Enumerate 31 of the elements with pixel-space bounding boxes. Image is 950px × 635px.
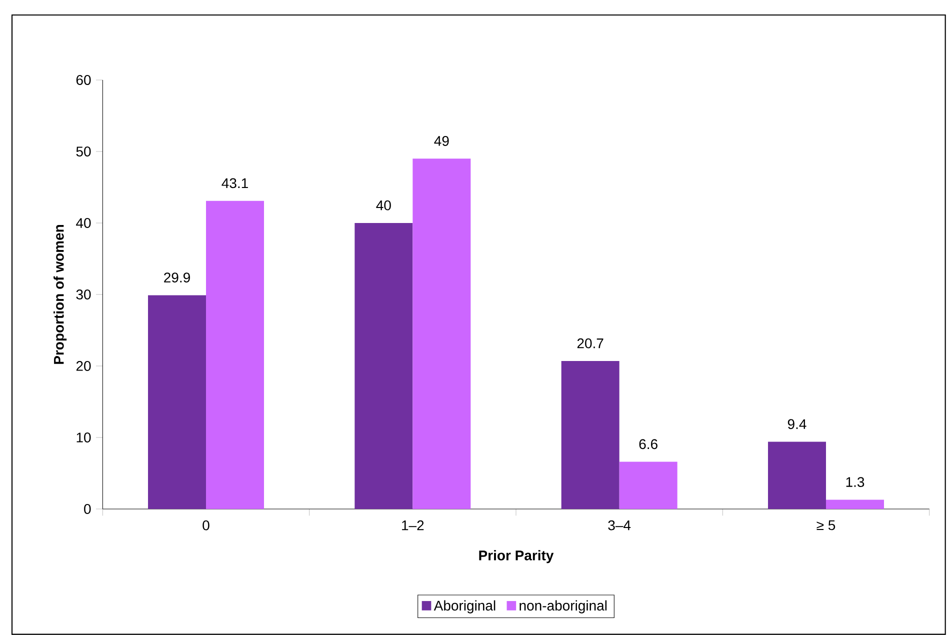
x-tick-label: 0	[202, 520, 210, 530]
data-label: 43.1	[222, 178, 248, 188]
bar	[826, 500, 884, 509]
y-tick-label: 10	[76, 432, 91, 442]
y-tick-label: 20	[76, 361, 91, 371]
x-tick-label: 3–4	[608, 520, 631, 530]
x-tick-label: 1–2	[402, 520, 424, 530]
data-label: 9.4	[788, 419, 806, 430]
data-label: 20.7	[577, 338, 604, 348]
data-label: 29.9	[164, 272, 190, 283]
y-axis-title: Proportion of women	[54, 224, 67, 364]
bar	[412, 158, 471, 509]
data-label: 40	[376, 200, 391, 210]
y-tick-label: 0	[84, 504, 91, 514]
x-axis-title: Prior Parity	[479, 550, 554, 564]
bar	[619, 462, 678, 509]
bar	[768, 442, 826, 509]
y-tick-label: 60	[76, 75, 91, 85]
y-tick-label: 40	[76, 218, 91, 228]
bar	[354, 222, 413, 509]
legend-label: Aboriginal	[434, 600, 496, 614]
bar	[148, 295, 206, 509]
x-tick-label: ≥ 5	[816, 520, 836, 530]
data-label: 1.3	[846, 477, 864, 487]
legend-label: non-aboriginal	[520, 600, 607, 614]
y-tick-label: 50	[76, 146, 91, 156]
data-label: 6.6	[639, 439, 658, 450]
bar	[561, 360, 620, 509]
y-tick-label: 30	[76, 290, 91, 300]
bar	[206, 200, 264, 509]
data-label: 49	[434, 136, 449, 146]
